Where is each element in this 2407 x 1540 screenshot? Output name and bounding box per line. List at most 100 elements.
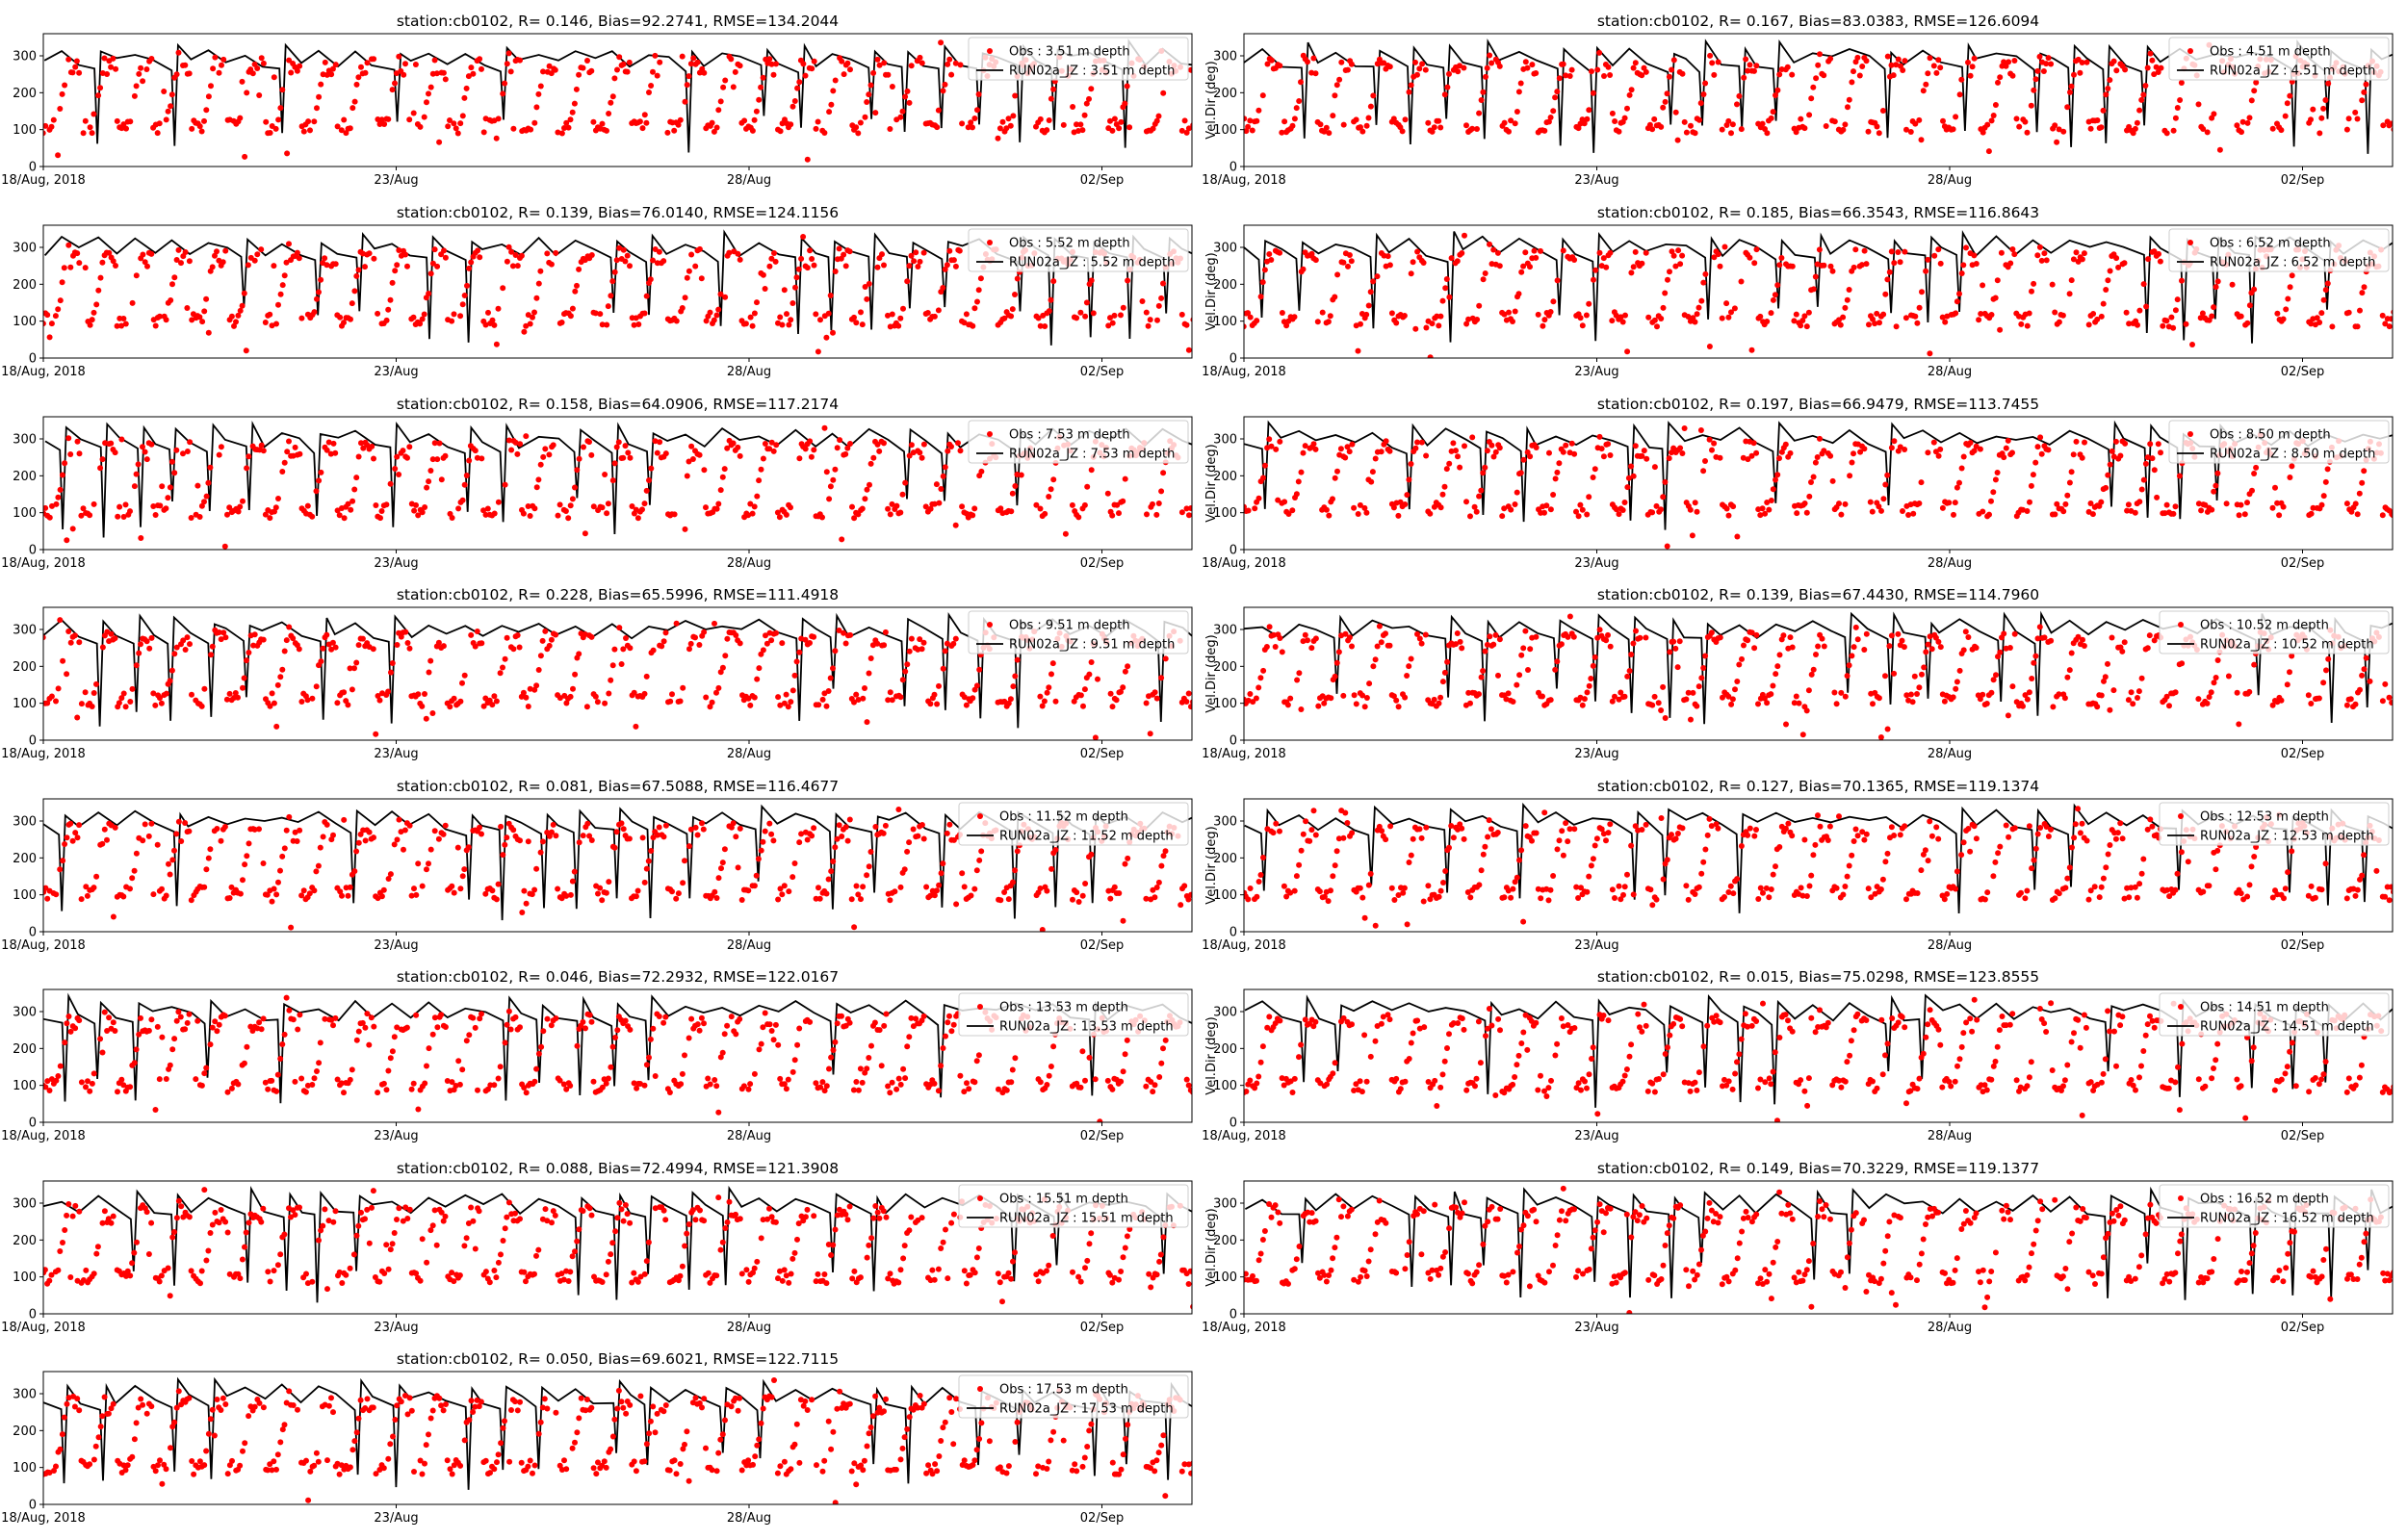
obs-point	[1492, 449, 1499, 455]
obs-point	[1355, 511, 1361, 517]
obs-point	[1747, 254, 1753, 261]
obs-point	[657, 59, 663, 65]
obs-point	[378, 508, 385, 514]
obs-point	[244, 90, 250, 96]
obs-point	[1270, 830, 1277, 836]
obs-point	[267, 515, 273, 522]
obs-point	[795, 266, 802, 272]
obs-point	[1573, 508, 1579, 515]
obs-point	[1849, 653, 1855, 659]
obs-point	[828, 101, 835, 108]
obs-point	[876, 448, 883, 454]
obs-point	[114, 117, 120, 124]
obs-point	[263, 118, 270, 125]
obs-point	[1488, 826, 1494, 833]
obs-point	[715, 306, 722, 313]
obs-point	[1443, 466, 1450, 473]
obs-point	[2089, 511, 2096, 518]
legend-box	[968, 610, 1189, 654]
obs-point	[1952, 500, 1958, 506]
obs-point	[2138, 96, 2145, 103]
x-tick-label: 18/Aug, 2018	[1, 556, 86, 571]
obs-point	[770, 71, 777, 78]
obs-point	[533, 484, 540, 491]
obs-point	[2199, 310, 2206, 317]
obs-point	[362, 69, 369, 76]
obs-point	[341, 116, 348, 123]
obs-point	[1679, 252, 1686, 259]
obs-point	[2107, 268, 2113, 274]
obs-point	[1482, 843, 1488, 850]
obs-point	[2161, 510, 2168, 517]
obs-point	[1332, 475, 1338, 481]
obs-point	[1672, 263, 1679, 270]
obs-point	[1927, 350, 1933, 357]
obs-point	[168, 297, 174, 303]
obs-point	[1147, 731, 1153, 737]
obs-point	[396, 816, 402, 823]
obs-point	[1706, 344, 1713, 349]
obs-point	[730, 820, 737, 827]
obs-point	[408, 892, 415, 899]
obs-point	[1476, 691, 1482, 698]
obs-point	[2142, 460, 2149, 467]
obs-point	[860, 884, 867, 890]
obs-point	[2064, 492, 2071, 499]
obs-point	[2325, 80, 2332, 87]
obs-point	[110, 913, 116, 920]
obs-point	[1768, 886, 1774, 892]
obs-point	[2168, 314, 2175, 321]
obs-point	[2048, 61, 2055, 67]
obs-point	[500, 852, 506, 859]
obs-point	[1803, 509, 1810, 516]
obs-point	[809, 833, 815, 839]
obs-point	[827, 675, 834, 681]
obs-point	[1632, 60, 1639, 66]
obs-point	[2236, 721, 2242, 728]
obs-point	[328, 71, 335, 78]
obs-point	[1831, 689, 1838, 696]
obs-point	[1734, 679, 1741, 684]
obs-point	[495, 881, 502, 887]
obs-point	[1747, 825, 1753, 832]
obs-point	[341, 816, 348, 823]
obs-point	[1387, 823, 1394, 830]
obs-point	[1601, 73, 1607, 79]
obs-point	[267, 130, 273, 136]
obs-point	[1158, 295, 1165, 301]
obs-point	[224, 511, 230, 518]
obs-point	[686, 268, 692, 274]
obs-point	[275, 301, 281, 308]
obs-point	[472, 448, 479, 454]
obs-point	[927, 892, 934, 899]
obs-point	[1590, 90, 1596, 96]
obs-point	[664, 129, 671, 136]
obs-point	[1787, 634, 1794, 641]
obs-point	[424, 99, 429, 106]
obs-point	[1153, 117, 1160, 124]
obs-point	[1563, 72, 1569, 79]
obs-point	[2211, 680, 2217, 686]
obs-point	[1806, 883, 1813, 889]
obs-point	[435, 639, 442, 646]
obs-point	[1568, 440, 1575, 447]
obs-point	[173, 71, 180, 78]
obs-point	[1348, 61, 1355, 67]
obs-point	[140, 251, 146, 258]
obs-point	[419, 509, 426, 516]
obs-point	[1745, 456, 1751, 463]
obs-point	[1541, 127, 1548, 134]
obs-point	[286, 438, 292, 445]
obs-point	[703, 694, 710, 701]
obs-point	[2045, 55, 2052, 62]
y-tick-label: 300	[13, 815, 37, 830]
obs-point	[127, 508, 133, 515]
obs-point	[713, 895, 720, 901]
obs-point	[2324, 280, 2331, 287]
obs-point	[1928, 646, 1935, 653]
obs-point	[1884, 53, 1891, 60]
obs-point	[1698, 675, 1705, 681]
obs-point	[1490, 453, 1497, 460]
obs-point	[165, 495, 171, 501]
obs-point	[376, 697, 383, 704]
